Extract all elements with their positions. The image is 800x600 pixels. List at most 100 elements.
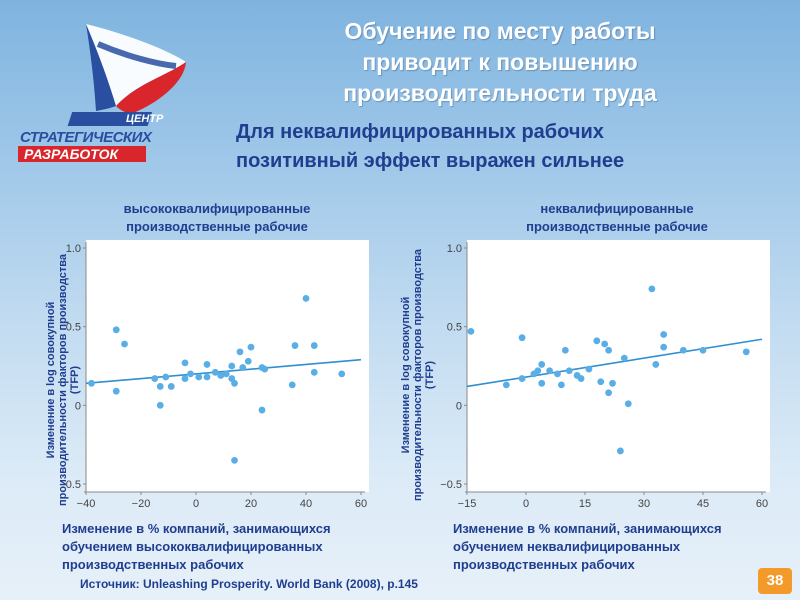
logo-word-mid: СТРАТЕГИЧЕСКИХ — [20, 129, 153, 146]
data-point — [648, 285, 656, 293]
data-point — [561, 346, 569, 354]
data-point — [585, 365, 593, 373]
data-point — [187, 370, 194, 378]
x-tick-label: 20 — [245, 498, 257, 510]
x-tick-label: 40 — [300, 498, 312, 510]
data-point — [244, 357, 252, 365]
chart1-title-line: производственные рабочие — [126, 219, 308, 234]
page-subtitle: Для неквалифицированных рабочих позитивн… — [236, 118, 736, 176]
data-point — [538, 361, 546, 368]
data-point — [558, 381, 565, 389]
data-point — [162, 373, 170, 381]
chart1-xlabel-line: производственных рабочих — [62, 557, 244, 572]
data-point — [291, 342, 299, 349]
y-tick-label: −0.5 — [440, 479, 462, 491]
data-point — [534, 367, 542, 375]
x-tick-label: 60 — [355, 498, 367, 510]
source-citation: Источник: Unleashing Prosperity. World B… — [80, 577, 418, 591]
y-tick-label: 1.0 — [66, 243, 81, 255]
data-point — [228, 362, 236, 370]
data-point — [121, 340, 128, 348]
data-point — [502, 381, 510, 389]
data-point — [601, 340, 609, 348]
logo-sail-red — [116, 62, 186, 114]
data-point — [605, 389, 612, 397]
x-tick-label: −40 — [77, 498, 96, 510]
data-point — [577, 375, 585, 382]
title-line: производительности труда — [343, 80, 657, 106]
y-tick-label: 0 — [456, 400, 462, 412]
x-tick-label: 15 — [579, 498, 591, 510]
data-point — [258, 406, 266, 414]
title-line: Обучение по месту работы — [344, 18, 656, 44]
chart2-title-line: производственные рабочие — [526, 219, 708, 234]
x-tick-label: 0 — [523, 498, 529, 510]
chart2-xlabel-line: производственных рабочих — [453, 557, 635, 572]
data-point — [467, 327, 475, 335]
data-point — [742, 348, 750, 356]
data-point — [288, 381, 296, 389]
data-point — [203, 373, 211, 381]
x-tick-label: 30 — [638, 498, 650, 510]
data-point — [112, 326, 120, 334]
chart1-scatter: 1.0 0.5 0 −0.5 −40 −20 0 20 40 60 — [59, 240, 369, 510]
data-point — [151, 375, 159, 382]
data-point — [236, 348, 244, 356]
data-point — [231, 457, 238, 464]
data-point — [247, 343, 255, 351]
chart2-ylabel-line: (TFP) — [424, 360, 436, 390]
x-tick-label: 0 — [193, 498, 199, 510]
data-point — [156, 401, 164, 409]
data-point — [554, 370, 561, 378]
data-point — [203, 361, 211, 368]
data-point — [261, 365, 269, 373]
data-point — [181, 375, 189, 382]
data-point — [679, 346, 687, 354]
data-point — [156, 383, 164, 390]
data-point — [231, 379, 238, 387]
data-point — [699, 346, 707, 354]
data-point — [660, 331, 668, 338]
y-tick-label: 0.5 — [66, 322, 81, 334]
data-point — [605, 346, 612, 354]
trend-line — [85, 358, 362, 385]
data-point — [239, 364, 247, 371]
x-tick-label: −20 — [132, 498, 151, 510]
logo-base-band — [67, 112, 153, 126]
x-tick-label: 60 — [756, 498, 768, 510]
y-tick-label: 0.5 — [447, 322, 462, 334]
data-point — [593, 337, 601, 345]
chart1-xlabel-line: Изменение в % компаний, занимающихся — [62, 521, 331, 536]
y-tick-label: −0.5 — [59, 479, 81, 491]
data-point — [222, 370, 230, 378]
data-point — [617, 447, 624, 455]
chart2-title: неквалифицированные производственные раб… — [482, 200, 752, 236]
chart2-ylabel-line: производительности факторов производства — [412, 248, 424, 502]
data-point — [565, 367, 573, 375]
data-point — [217, 372, 225, 379]
chart1-x-axis-label: Изменение в % компаний, занимающихся обу… — [62, 520, 392, 574]
chart2-title-line: неквалифицированные — [540, 201, 694, 216]
subtitle-line: Для неквалифицированных рабочих — [236, 121, 604, 143]
y-tick-label: 1.0 — [447, 243, 462, 255]
trend-line — [466, 338, 763, 388]
chart1-title-line: высококвалифицированные — [123, 201, 311, 216]
data-point — [310, 342, 318, 349]
chart2-xlabel-line: Изменение в % компаний, занимающихся — [453, 521, 722, 536]
x-tick-label: 45 — [697, 498, 709, 510]
chart2-y-axis-label: Изменение в log совокупной производитель… — [400, 245, 440, 505]
data-point — [624, 400, 632, 408]
data-point — [620, 354, 628, 362]
data-point — [597, 378, 605, 386]
chart2-xlabel-line: обучением неквалифицированных — [453, 539, 681, 554]
data-point — [88, 379, 95, 387]
data-point — [211, 368, 219, 376]
data-point — [112, 387, 120, 395]
data-point — [181, 359, 189, 367]
plot-area — [86, 240, 369, 492]
data-point — [538, 379, 546, 387]
plot-area — [467, 240, 770, 492]
data-point — [518, 334, 526, 342]
data-point — [195, 373, 203, 381]
chart1-title: высококвалифицированные производственные… — [92, 200, 342, 236]
